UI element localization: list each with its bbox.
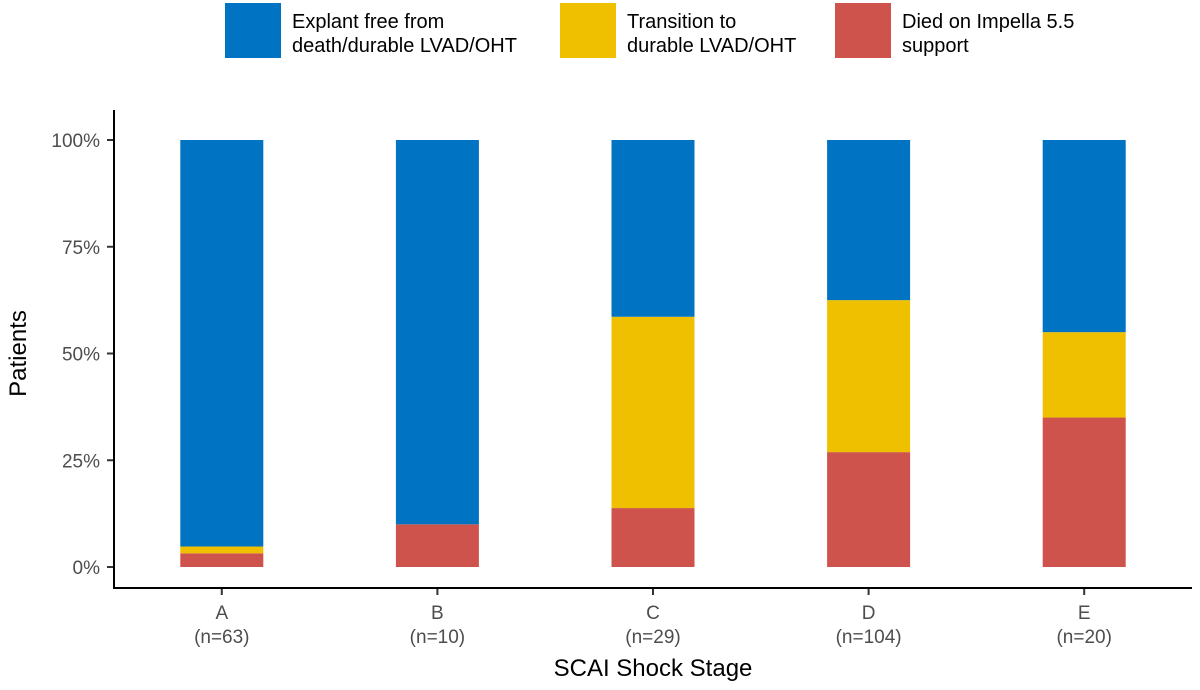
bar-segment — [180, 546, 264, 554]
bar-segment — [827, 140, 911, 301]
x-tick-count-label: (n=20) — [1056, 627, 1111, 648]
bar-segment — [611, 140, 695, 317]
bar-segment — [611, 508, 695, 567]
bar-segment — [827, 452, 911, 567]
x-tick-label: D — [862, 603, 876, 624]
x-tick-label: B — [431, 603, 444, 624]
y-tick-label: 25% — [62, 451, 100, 472]
bar-segment — [1042, 417, 1126, 567]
bar-segment — [1042, 332, 1126, 418]
legend-label: Explant free from — [292, 11, 444, 33]
y-axis-title: Patients — [5, 310, 32, 397]
bar-segment — [1042, 140, 1126, 333]
x-tick-label: A — [215, 603, 228, 624]
x-tick-count-label: (n=63) — [194, 627, 249, 648]
legend-label: Died on Impella 5.5 — [902, 11, 1074, 33]
bar-segment — [395, 140, 479, 525]
bars — [180, 140, 1126, 567]
y-tick-label: 0% — [73, 558, 101, 579]
x-tick-count-label: (n=10) — [410, 627, 465, 648]
x-tick-count-label: (n=29) — [625, 627, 680, 648]
legend-key — [835, 3, 891, 58]
legend-label: death/durable LVAD/OHT — [292, 35, 517, 57]
y-tick-label: 50% — [62, 345, 100, 366]
y-tick-label: 100% — [51, 131, 100, 152]
x-axis-ticks: A (n=63) B (n=10) C (n=29) D (n=104) E (n=20) — [194, 588, 1112, 648]
x-axis-title: SCAI Shock Stage — [554, 655, 753, 682]
x-tick-label: E — [1078, 603, 1091, 624]
x-tick-label: C — [646, 603, 660, 624]
legend-label: support — [902, 35, 969, 57]
y-axis-ticks: 0% 25% 50% 75% 100% — [51, 131, 114, 579]
bar-segment — [180, 140, 264, 547]
legend-key — [225, 3, 281, 58]
legend-label: durable LVAD/OHT — [627, 35, 796, 57]
bar-segment — [180, 553, 264, 567]
legend-key — [560, 3, 616, 58]
bar-segment — [611, 316, 695, 509]
legend-label: Transition to — [627, 11, 736, 33]
x-tick-count-label: (n=104) — [836, 627, 902, 648]
bar-segment — [827, 300, 911, 453]
y-tick-label: 75% — [62, 238, 100, 259]
bar-segment — [395, 524, 479, 567]
